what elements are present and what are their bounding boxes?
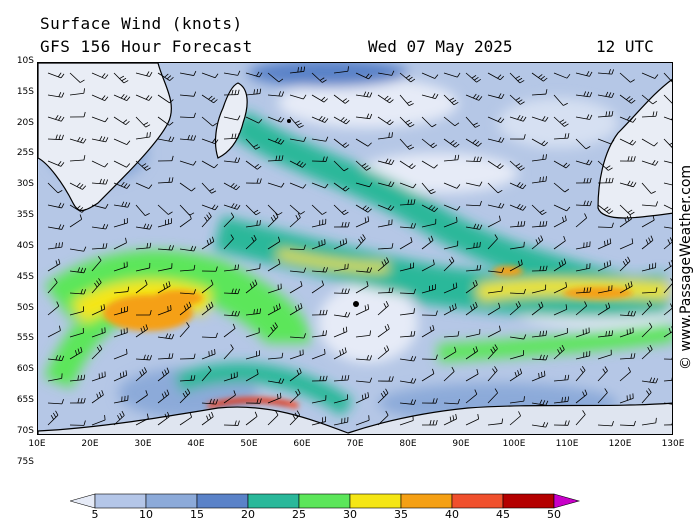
legend-swatch xyxy=(247,493,300,509)
lat-label: 65S xyxy=(16,395,34,406)
legend-swatch xyxy=(502,493,555,509)
wind-speed-legend xyxy=(70,493,581,509)
legend-swatch xyxy=(298,493,351,509)
lon-label: 110E xyxy=(555,439,579,449)
lon-label: 20E xyxy=(81,439,99,449)
legend-label: 30 xyxy=(343,508,357,521)
legend-swatch xyxy=(145,493,198,509)
copyright-text: © www.PassageWeather.com xyxy=(678,164,694,370)
land-masses xyxy=(38,63,672,434)
lon-label: 10E xyxy=(28,439,46,449)
lon-label: 120E xyxy=(608,439,632,449)
legend-label: 5 xyxy=(91,508,99,521)
lon-label: 90E xyxy=(452,439,470,449)
lat-label: 30S xyxy=(16,179,34,190)
chart-title: Surface Wind (knots) xyxy=(40,14,243,33)
lat-label: 25S xyxy=(16,148,34,159)
lon-label: 40E xyxy=(187,439,205,449)
lon-label: 50E xyxy=(240,439,258,449)
lat-label: 35S xyxy=(16,210,34,221)
forecast-date: Wed 07 May 2025 xyxy=(368,37,513,56)
legend-label: 50 xyxy=(547,508,561,521)
legend-label: 35 xyxy=(394,508,408,521)
legend-min-arrow xyxy=(70,493,96,509)
lat-label: 10S xyxy=(16,56,34,66)
legend-label: 40 xyxy=(445,508,459,521)
lat-label: 20S xyxy=(16,117,34,128)
wind-barbs xyxy=(47,66,672,428)
lat-label: 50S xyxy=(16,302,34,313)
forecast-time: 12 UTC xyxy=(596,37,654,56)
legend-swatch xyxy=(196,493,249,509)
lon-label: 70E xyxy=(346,439,364,449)
lon-label: 60E xyxy=(293,439,311,449)
legend-max-arrow xyxy=(553,493,581,509)
lat-label: 60S xyxy=(16,364,34,375)
wind-map-canvas xyxy=(38,63,672,434)
lat-label: 55S xyxy=(16,333,34,344)
lon-label: 30E xyxy=(134,439,152,449)
legend-swatch xyxy=(400,493,453,509)
legend-label: 10 xyxy=(139,508,153,521)
legend-label: 15 xyxy=(190,508,204,521)
legend-label: 25 xyxy=(292,508,306,521)
lon-label: 130E xyxy=(661,439,685,449)
legend-swatch xyxy=(451,493,504,509)
lat-label: 45S xyxy=(16,271,34,282)
wind-map[interactable] xyxy=(37,62,673,435)
lon-label: 80E xyxy=(399,439,417,449)
forecast-subtitle: GFS 156 Hour Forecast xyxy=(40,37,253,56)
legend-label: 20 xyxy=(241,508,255,521)
lat-label: 70S xyxy=(16,425,34,436)
lat-label: 15S xyxy=(16,86,34,97)
legend-swatch xyxy=(349,493,402,509)
legend-swatch xyxy=(94,493,147,509)
legend-label: 45 xyxy=(496,508,510,521)
lon-label: 100E xyxy=(502,439,526,449)
lat-label: 40S xyxy=(16,240,34,251)
lat-label: 75S xyxy=(16,456,34,467)
